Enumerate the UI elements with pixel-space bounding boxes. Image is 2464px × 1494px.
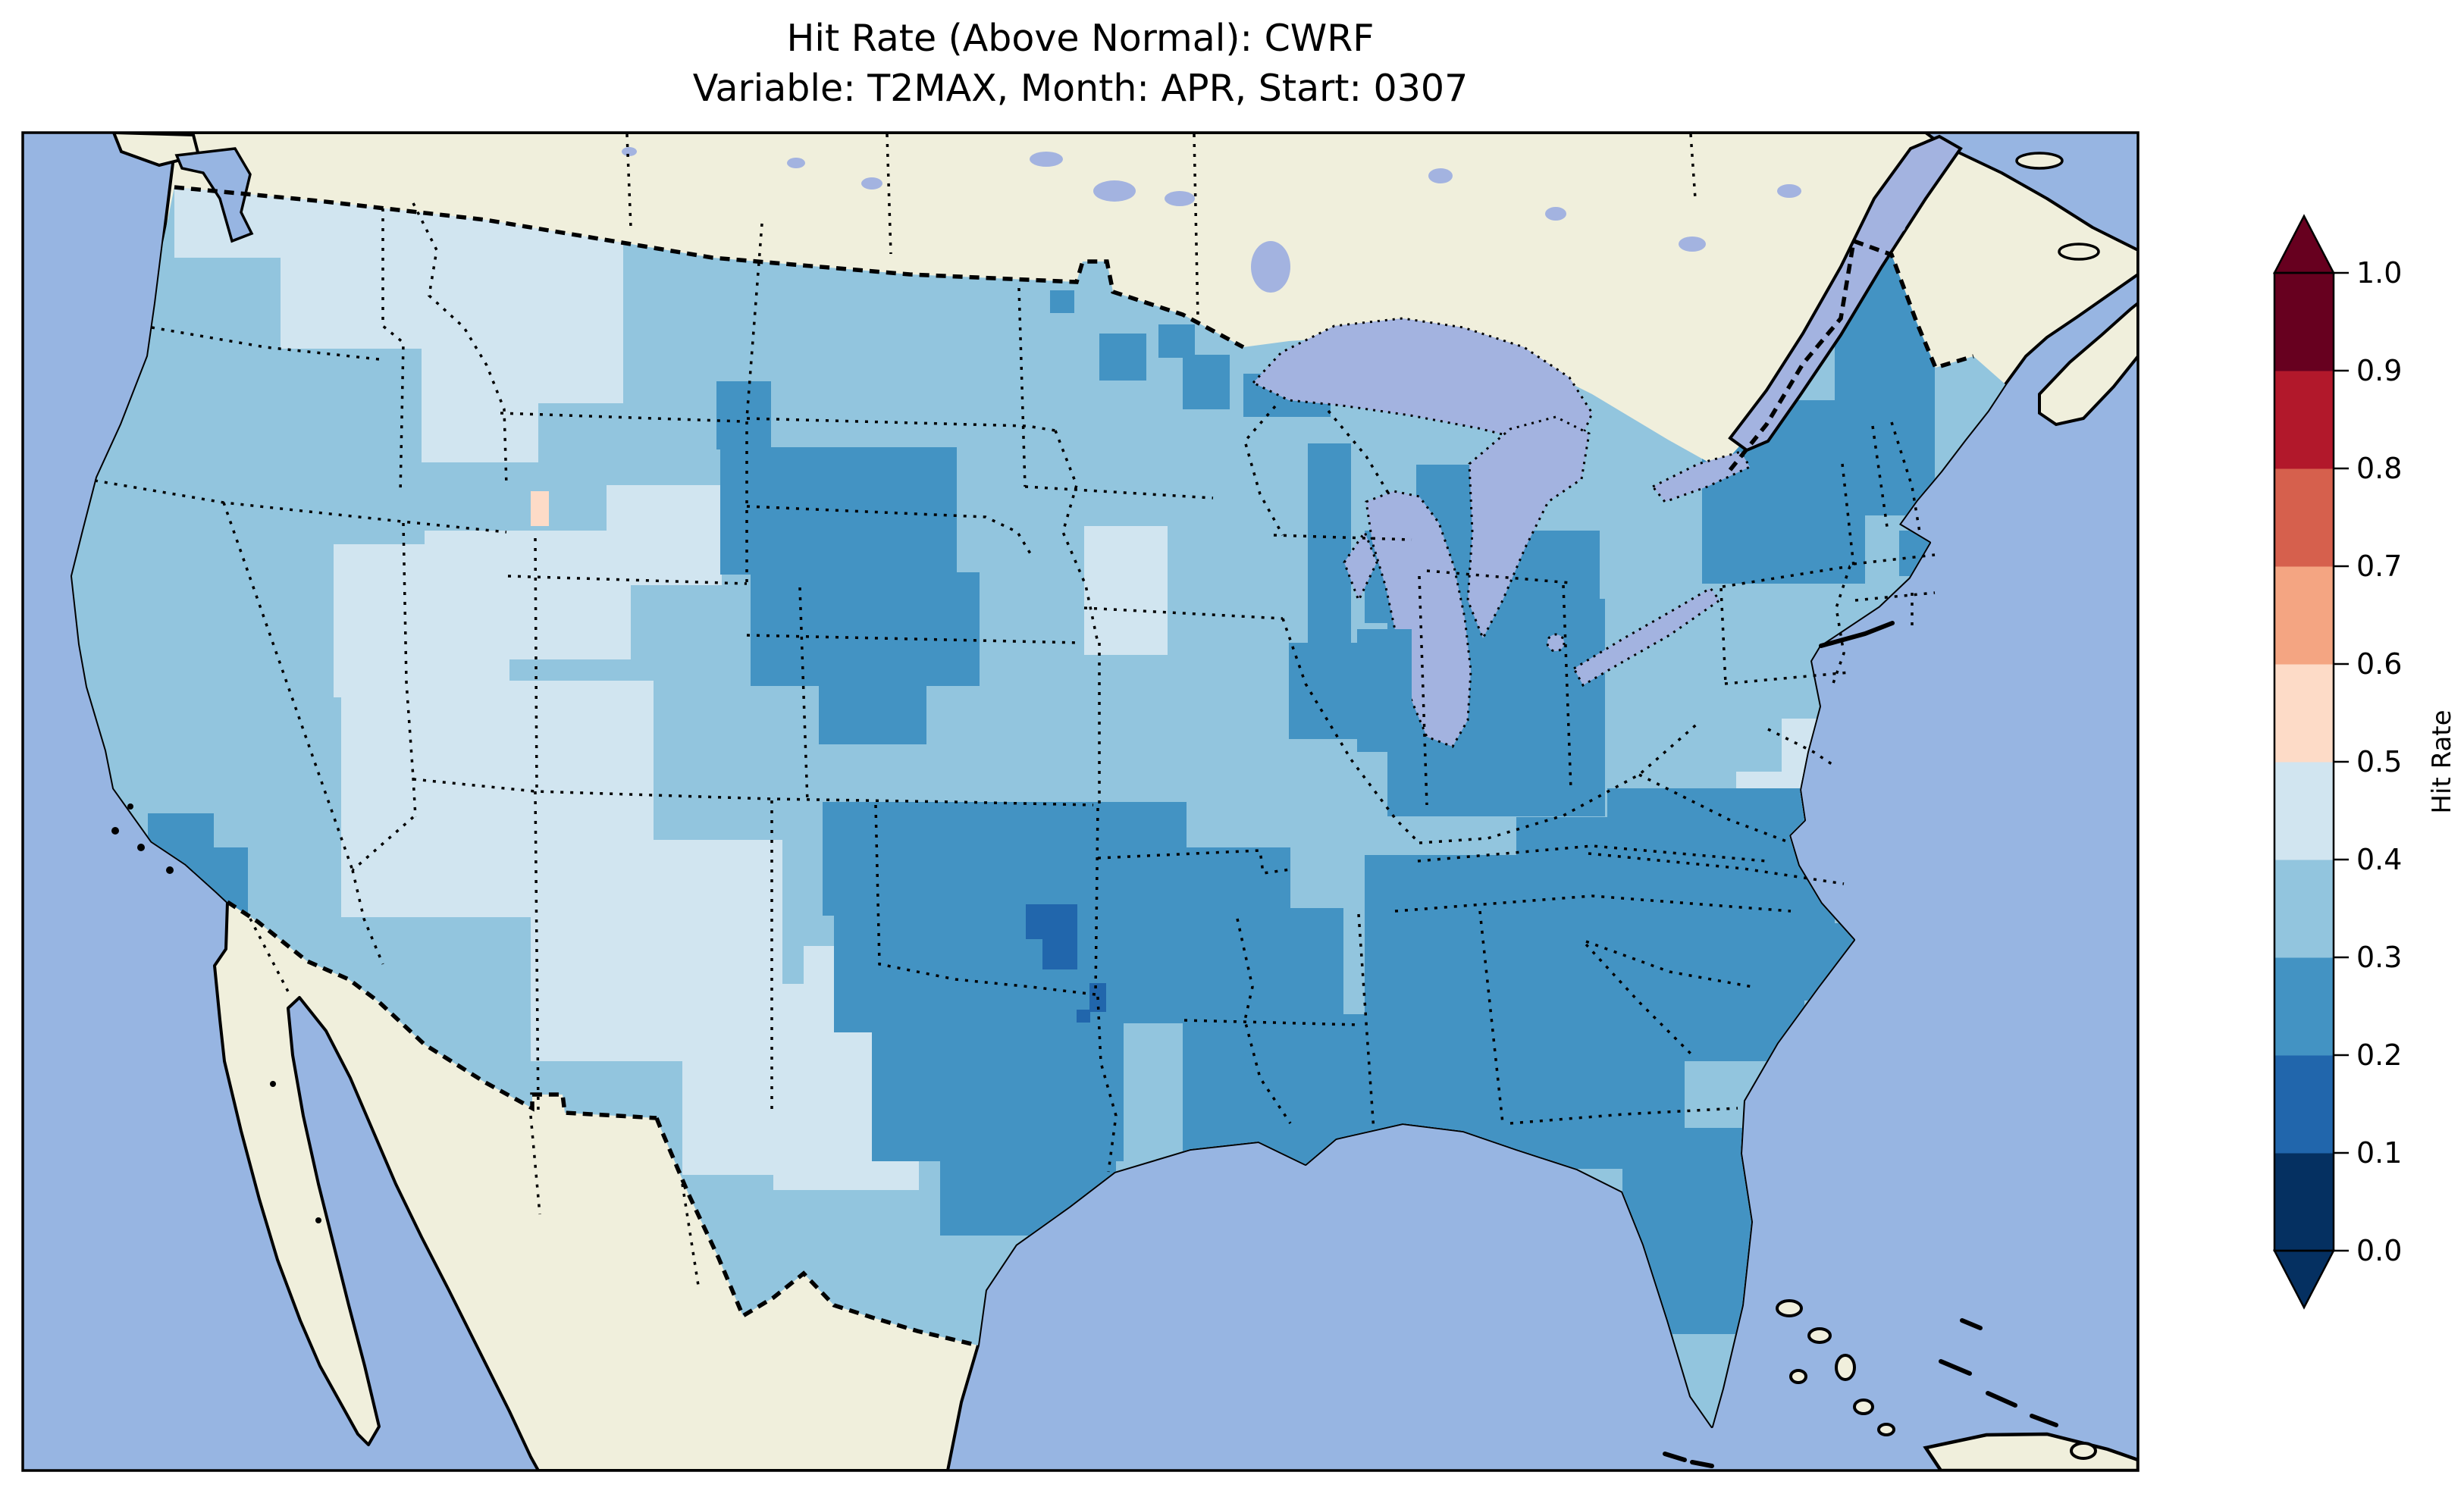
colorbar-tick-label: 0.5 [2356, 745, 2402, 778]
colorbar-arrow-under [2272, 1249, 2336, 1310]
colorbar-axis-label: Hit Rate [2427, 709, 2457, 813]
colorbar-bin-0.1-0.2 [2274, 1055, 2334, 1154]
colorbar-tick-label: 0.2 [2356, 1038, 2402, 1072]
colorbar-tick-label: 0.3 [2356, 941, 2402, 974]
colorbar-bin-0.2-0.3 [2274, 957, 2334, 1056]
data-cell [1042, 939, 1077, 969]
lake-huron [1466, 415, 1591, 641]
lake-superior [1251, 317, 1594, 445]
lakes [1251, 317, 1752, 748]
data-cell [716, 381, 771, 449]
data-cell [819, 675, 926, 744]
colorbar-tick-label: 0.1 [2356, 1136, 2402, 1170]
state-borders [94, 133, 1936, 1291]
data-cell [872, 1023, 1124, 1161]
colorbar-bin-0.8-0.9 [2274, 371, 2334, 469]
data-cell [1026, 904, 1077, 939]
colorbar-bin-0.9-1.0 [2274, 273, 2334, 371]
hit-rate-cells [148, 187, 1942, 1334]
lake-st-clair [1546, 633, 1566, 653]
data-cell [1516, 817, 1707, 910]
colorbar-tick-label: 1.0 [2356, 256, 2402, 290]
figure-title: Hit Rate (Above Normal): CWRF Variable: … [0, 14, 2161, 114]
nova-scotia [2038, 301, 2138, 427]
data-cell [1158, 324, 1195, 358]
colorbar-bin-0.3-0.4 [2274, 860, 2334, 958]
colorbar-tick-label: 0.7 [2356, 550, 2402, 583]
canada-small-lakes [622, 147, 1905, 293]
anticosti-island [2015, 152, 2064, 170]
data-cell [531, 491, 549, 526]
cuba [1923, 1432, 2138, 1471]
channel-islands [111, 803, 321, 1223]
data-cell [422, 341, 538, 462]
data-cell [720, 447, 957, 575]
colorbar-arrow-over [2272, 214, 2336, 274]
data-cell [698, 870, 767, 955]
national-borders [174, 185, 1974, 1348]
colorbar-bin-0.7-0.8 [2274, 468, 2334, 567]
data-cell [1099, 334, 1146, 381]
colorbar-tick-label: 0.4 [2356, 843, 2402, 876]
hit-rate-cells-over-lakes [1357, 629, 1412, 752]
data-cell [1289, 643, 1370, 739]
title-line-1: Hit Rate (Above Normal): CWRF [786, 17, 1375, 60]
bahamas-islands [1776, 1299, 2097, 1460]
data-cell [1308, 443, 1351, 644]
data-cell [523, 227, 623, 403]
colorbar-bin-0.4-0.5 [2274, 762, 2334, 860]
data-cell [1096, 576, 1164, 652]
small-island-marks [1663, 621, 2058, 1468]
data-cell [1099, 908, 1343, 1023]
green-bay [1343, 529, 1378, 603]
colorbar-tick-label: 0.9 [2356, 354, 2402, 387]
data-cell [1077, 1010, 1090, 1023]
colorbar-tick-label: 0.6 [2356, 647, 2402, 681]
colorbar-bin-0.0-0.1 [2274, 1153, 2334, 1251]
colorbar-bin-0.6-0.7 [2274, 566, 2334, 665]
title-line-2: Variable: T2MAX, Month: APR, Start: 0307 [692, 67, 1469, 110]
data-cell [425, 531, 631, 659]
lake-erie [1572, 587, 1722, 687]
data-cell [1050, 290, 1074, 313]
data-cell [751, 572, 980, 686]
colorbar-tick-label: 0.0 [2356, 1234, 2402, 1267]
data-cell [1706, 499, 1806, 576]
st-lawrence-river [1728, 134, 1963, 453]
puget-sound [174, 147, 254, 243]
colorbar-tick-label: 0.8 [2356, 452, 2402, 485]
data-cell [1183, 355, 1230, 409]
lake-michigan [1365, 490, 1472, 748]
map-frame [21, 131, 2140, 1472]
lake-ontario [1651, 450, 1752, 503]
colorbar-bin-0.5-0.6 [2274, 664, 2334, 763]
prince-edward-island [2058, 243, 2100, 261]
data-cell [1357, 629, 1412, 752]
